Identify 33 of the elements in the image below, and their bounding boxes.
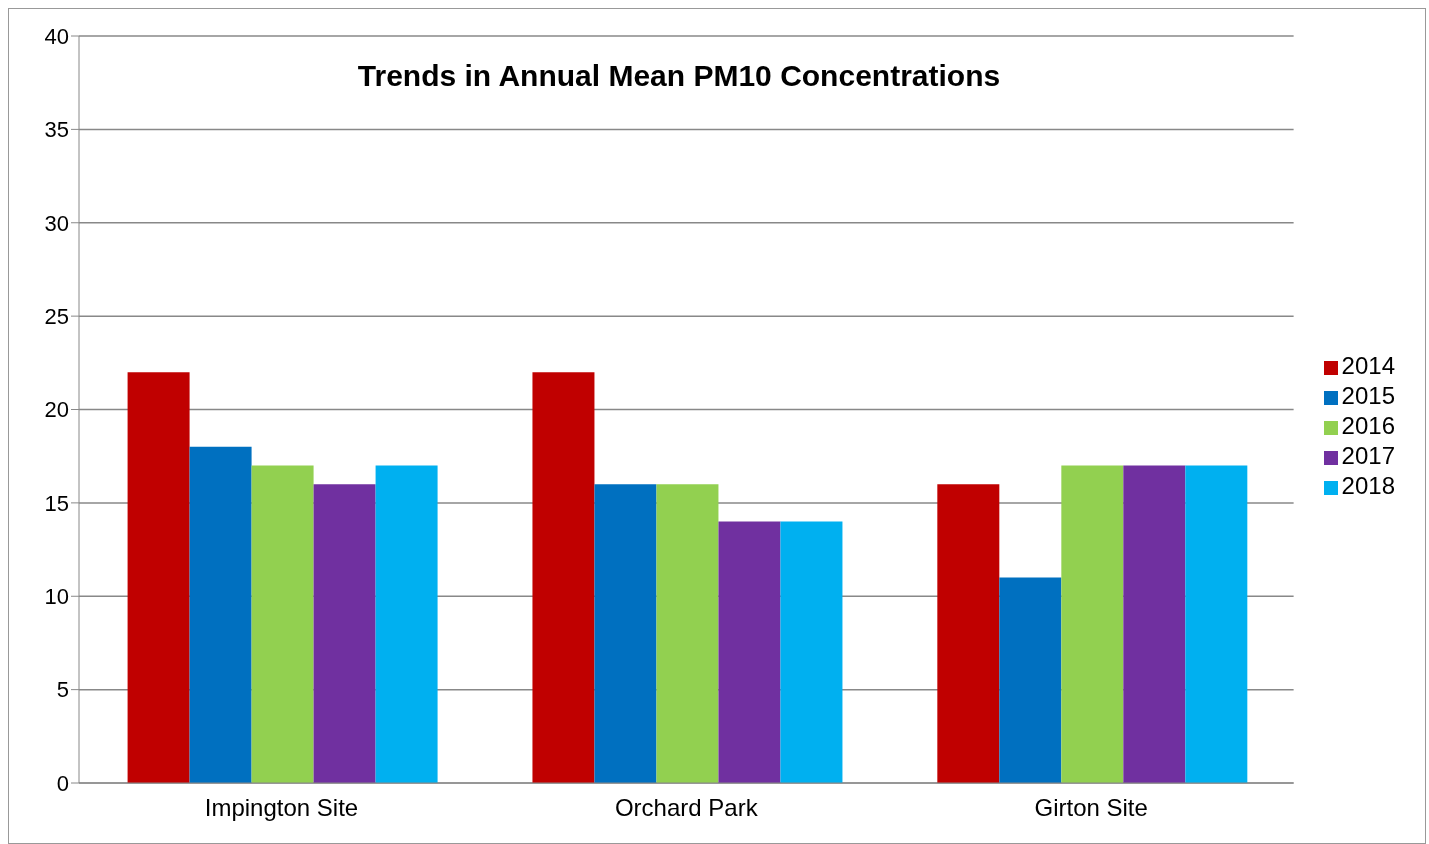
legend-label: 2015 [1341,382,1395,409]
bar [1185,465,1248,783]
y-tick-label: 15 [44,490,69,516]
x-tick-label: Impington Site [204,794,359,822]
bar [937,484,1000,783]
y-tick-label: 40 [44,23,69,49]
bar [313,484,376,783]
legend-label: 2017 [1341,442,1395,469]
x-tick-label: Orchard Park [614,794,759,822]
bar [718,521,781,783]
y-tick-label: 30 [44,210,69,236]
legend-label: 2016 [1341,412,1395,439]
bar [189,446,252,783]
bar [1061,465,1124,783]
bar [656,484,719,783]
y-tick-label: 0 [56,770,69,796]
legend-label: 2018 [1341,472,1395,499]
bar [251,465,314,783]
bar [780,521,843,783]
bar [532,372,595,783]
y-tick-label: 25 [44,303,69,329]
y-tick-label: 5 [56,677,69,703]
bar [375,465,438,783]
x-tick-label: Girton Site [1034,794,1148,822]
y-tick-label: 20 [44,397,69,423]
bar [999,577,1062,783]
bar [1123,465,1186,783]
bar [127,372,190,783]
y-tick-label: 10 [44,584,69,610]
text: Trends in Annual Mean PM10 Concentrations [356,59,1002,93]
legend-label: 2014 [1341,352,1395,379]
y-tick-label: 35 [44,117,69,143]
bar [594,484,657,783]
